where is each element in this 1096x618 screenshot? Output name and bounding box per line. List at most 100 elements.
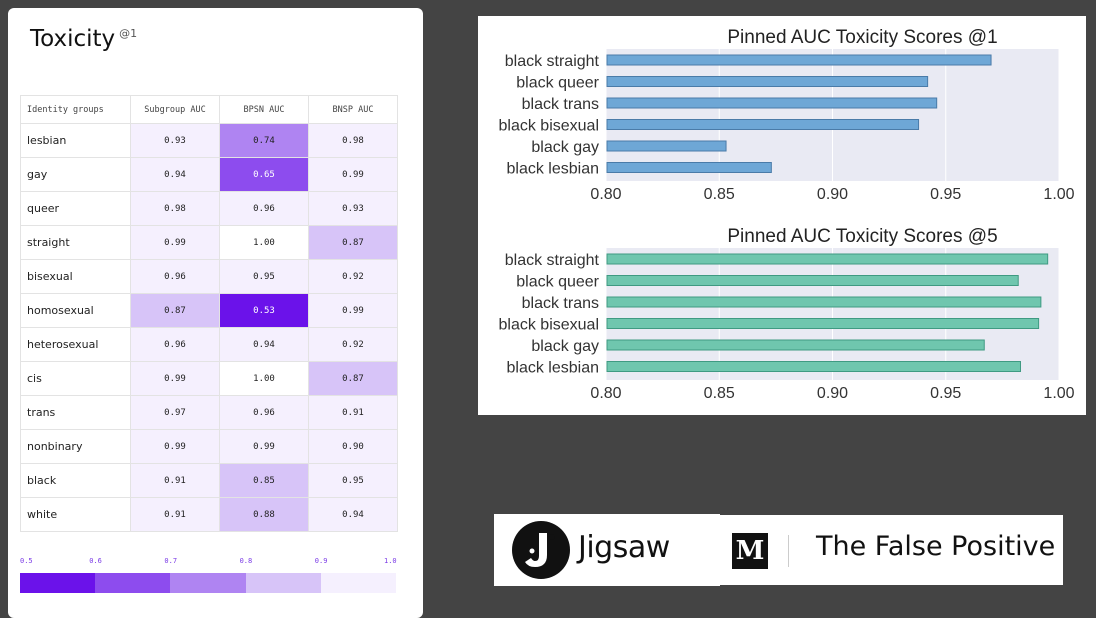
auc-cell: 0.92 xyxy=(308,327,398,362)
identity-group-label: trans xyxy=(20,395,131,430)
auc-cell: 0.87 xyxy=(130,293,220,328)
identity-group-label: cis xyxy=(20,361,131,396)
category-label: black trans xyxy=(522,295,599,312)
auc-cell: 0.90 xyxy=(308,429,398,464)
pinned-auc-charts-panel: 0.80 0.85 0.90 0.95 1.00 Pinned AUC Toxicity … xyxy=(478,16,1086,415)
column-header: Identity groups xyxy=(20,95,131,124)
auc-cell: 0.95 xyxy=(308,463,398,498)
publication-name: The False Positive xyxy=(816,531,1056,562)
jigsaw-logo: Jigsaw xyxy=(494,514,720,586)
auc-cell: 0.65 xyxy=(219,157,309,192)
scale-tick: 0.6 xyxy=(89,557,102,565)
pinned-auc-bar-charts: 0.80 0.85 0.90 0.95 1.00 Pinned AUC Toxicity … xyxy=(499,27,1075,402)
scale-swatch xyxy=(20,573,96,593)
column-header: BPSN AUC xyxy=(219,95,309,124)
color-scale-ticks: 0.5 0.6 0.7 0.8 0.9 1.0 xyxy=(20,557,397,567)
table-row: nonbinary 0.99 0.99 0.90 xyxy=(20,429,398,464)
auc-cell: 1.00 xyxy=(219,225,309,260)
auc-cell: 0.99 xyxy=(219,429,309,464)
identity-group-label: gay xyxy=(20,157,131,192)
bar xyxy=(606,97,938,109)
bar xyxy=(606,318,1040,329)
x-tick-label: 0.95 xyxy=(930,186,961,203)
identity-group-label: bisexual xyxy=(20,259,131,294)
identity-group-label: black xyxy=(20,463,131,498)
auc-cell: 0.87 xyxy=(308,361,398,396)
table-row: black 0.91 0.85 0.95 xyxy=(20,463,398,498)
auc-cell: 0.85 xyxy=(219,463,309,498)
x-tick-label: 0.95 xyxy=(930,385,961,402)
x-tick-label: 0.85 xyxy=(704,385,735,402)
x-tick-label: 0.80 xyxy=(590,385,621,402)
scale-tick: 1.0 xyxy=(384,557,397,565)
bar xyxy=(606,339,985,351)
auc-cell: 0.74 xyxy=(219,123,309,158)
auc-cell: 0.96 xyxy=(130,327,220,362)
category-label: black lesbian xyxy=(507,161,600,178)
auc-cell: 0.98 xyxy=(308,123,398,158)
auc-cell: 0.91 xyxy=(130,463,220,498)
bar xyxy=(606,76,929,87)
auc-cell: 0.99 xyxy=(130,429,220,464)
bar-chart-2: 0.80 0.85 0.90 0.95 1.00 Pinned AUC Toxicity … xyxy=(499,226,1075,402)
identity-group-label: heterosexual xyxy=(20,327,131,362)
auc-cell: 0.94 xyxy=(308,497,398,532)
table-row: queer 0.98 0.96 0.93 xyxy=(20,191,398,226)
x-tick-label: 1.00 xyxy=(1043,186,1074,203)
bar xyxy=(606,140,727,152)
table-row: bisexual 0.96 0.95 0.92 xyxy=(20,259,398,294)
auc-cell: 0.99 xyxy=(308,157,398,192)
table-row: heterosexual 0.96 0.94 0.92 xyxy=(20,327,398,362)
scale-tick: 0.5 xyxy=(20,557,33,565)
medium-m-icon: M xyxy=(732,533,768,569)
category-label: black gay xyxy=(531,139,599,156)
auc-cell: 0.94 xyxy=(130,157,220,192)
auc-cell: 0.96 xyxy=(130,259,220,294)
column-header: Subgroup AUC xyxy=(130,95,220,124)
table-row: cis 0.99 1.00 0.87 xyxy=(20,361,398,396)
bar xyxy=(606,275,1019,286)
card-superscript: @1 xyxy=(119,27,138,41)
bar xyxy=(606,253,1049,265)
table-row: gay 0.94 0.65 0.99 xyxy=(20,157,398,192)
auc-cell: 0.91 xyxy=(130,497,220,532)
identity-group-label: white xyxy=(20,497,131,532)
auc-cell: 0.94 xyxy=(219,327,309,362)
scale-swatch xyxy=(170,573,246,593)
logos-banner: Jigsaw M The False Positive xyxy=(494,514,1063,586)
scale-tick: 0.8 xyxy=(239,557,253,565)
scale-tick: 0.7 xyxy=(164,557,178,565)
identity-group-label: straight xyxy=(20,225,131,260)
color-scale-bar xyxy=(20,573,397,593)
bar xyxy=(606,162,772,173)
auc-cell: 0.53 xyxy=(219,293,309,328)
category-label: black bisexual xyxy=(499,118,600,135)
bar xyxy=(606,54,992,66)
auc-cell: 0.99 xyxy=(308,293,398,328)
color-scale: 0.5 0.6 0.7 0.8 0.9 1.0 xyxy=(20,557,397,593)
bar xyxy=(606,119,920,130)
bar xyxy=(606,296,1042,308)
jigsaw-wordmark: Jigsaw xyxy=(578,530,670,565)
table-row: homosexual 0.87 0.53 0.99 xyxy=(20,293,398,328)
x-tick-label: 0.90 xyxy=(817,385,848,402)
column-header: BNSP AUC xyxy=(308,95,398,124)
scale-tick: 0.9 xyxy=(314,557,328,565)
category-label: black queer xyxy=(516,75,599,92)
chart-title: Pinned AUC Toxicity Scores @1 xyxy=(727,27,997,48)
auc-cell: 0.95 xyxy=(219,259,309,294)
table-row: straight 0.99 1.00 0.87 xyxy=(20,225,398,260)
chart-title: Pinned AUC Toxicity Scores @5 xyxy=(727,226,997,247)
scale-swatch xyxy=(95,573,171,593)
auc-cell: 0.91 xyxy=(308,395,398,430)
medium-publication-logo: M The False Positive xyxy=(720,515,1063,585)
bar-chart-1: 0.80 0.85 0.90 0.95 1.00 Pinned AUC Toxicity … xyxy=(499,27,1075,203)
auc-cell: 0.93 xyxy=(308,191,398,226)
scale-swatch xyxy=(245,573,321,593)
category-label: black gay xyxy=(531,338,599,355)
jigsaw-mark-icon xyxy=(512,521,570,579)
card-title: Toxicity @1 xyxy=(30,26,138,52)
auc-cell: 0.97 xyxy=(130,395,220,430)
x-tick-label: 0.90 xyxy=(817,186,848,203)
category-label: black trans xyxy=(522,96,599,113)
